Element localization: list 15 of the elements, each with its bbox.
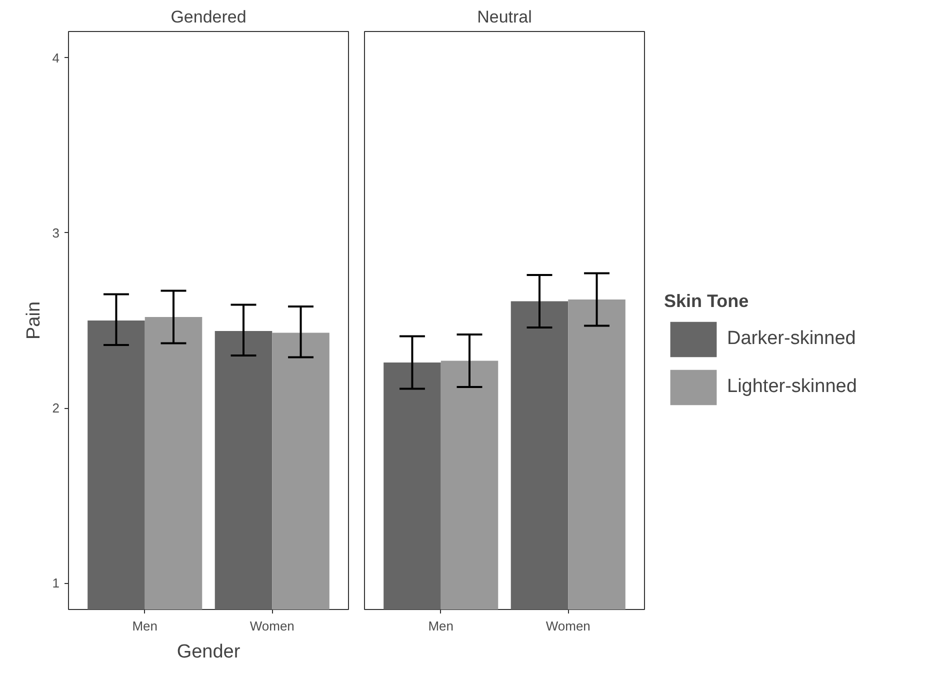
x-tick-label: Men xyxy=(132,618,158,634)
x-tick-label: Women xyxy=(250,618,294,634)
y-tick-label: 3 xyxy=(52,225,60,240)
y-tick-label: 1 xyxy=(52,576,60,591)
y-axis-title: Pain xyxy=(23,301,44,340)
x-axis-title: Gender xyxy=(176,642,241,662)
legend-title: Skin Tone xyxy=(664,291,750,312)
legend-label: Lighter-skinned xyxy=(727,375,857,399)
chart-title: Gendered xyxy=(170,8,246,26)
chart-title: Neutral xyxy=(477,8,532,26)
legend-label: Darker-skinned xyxy=(727,327,856,351)
x-tick-label: Women xyxy=(546,618,590,634)
y-tick-label: 4 xyxy=(52,50,60,66)
x-tick-label: Men xyxy=(428,618,454,634)
y-tick-label: 2 xyxy=(52,400,60,416)
